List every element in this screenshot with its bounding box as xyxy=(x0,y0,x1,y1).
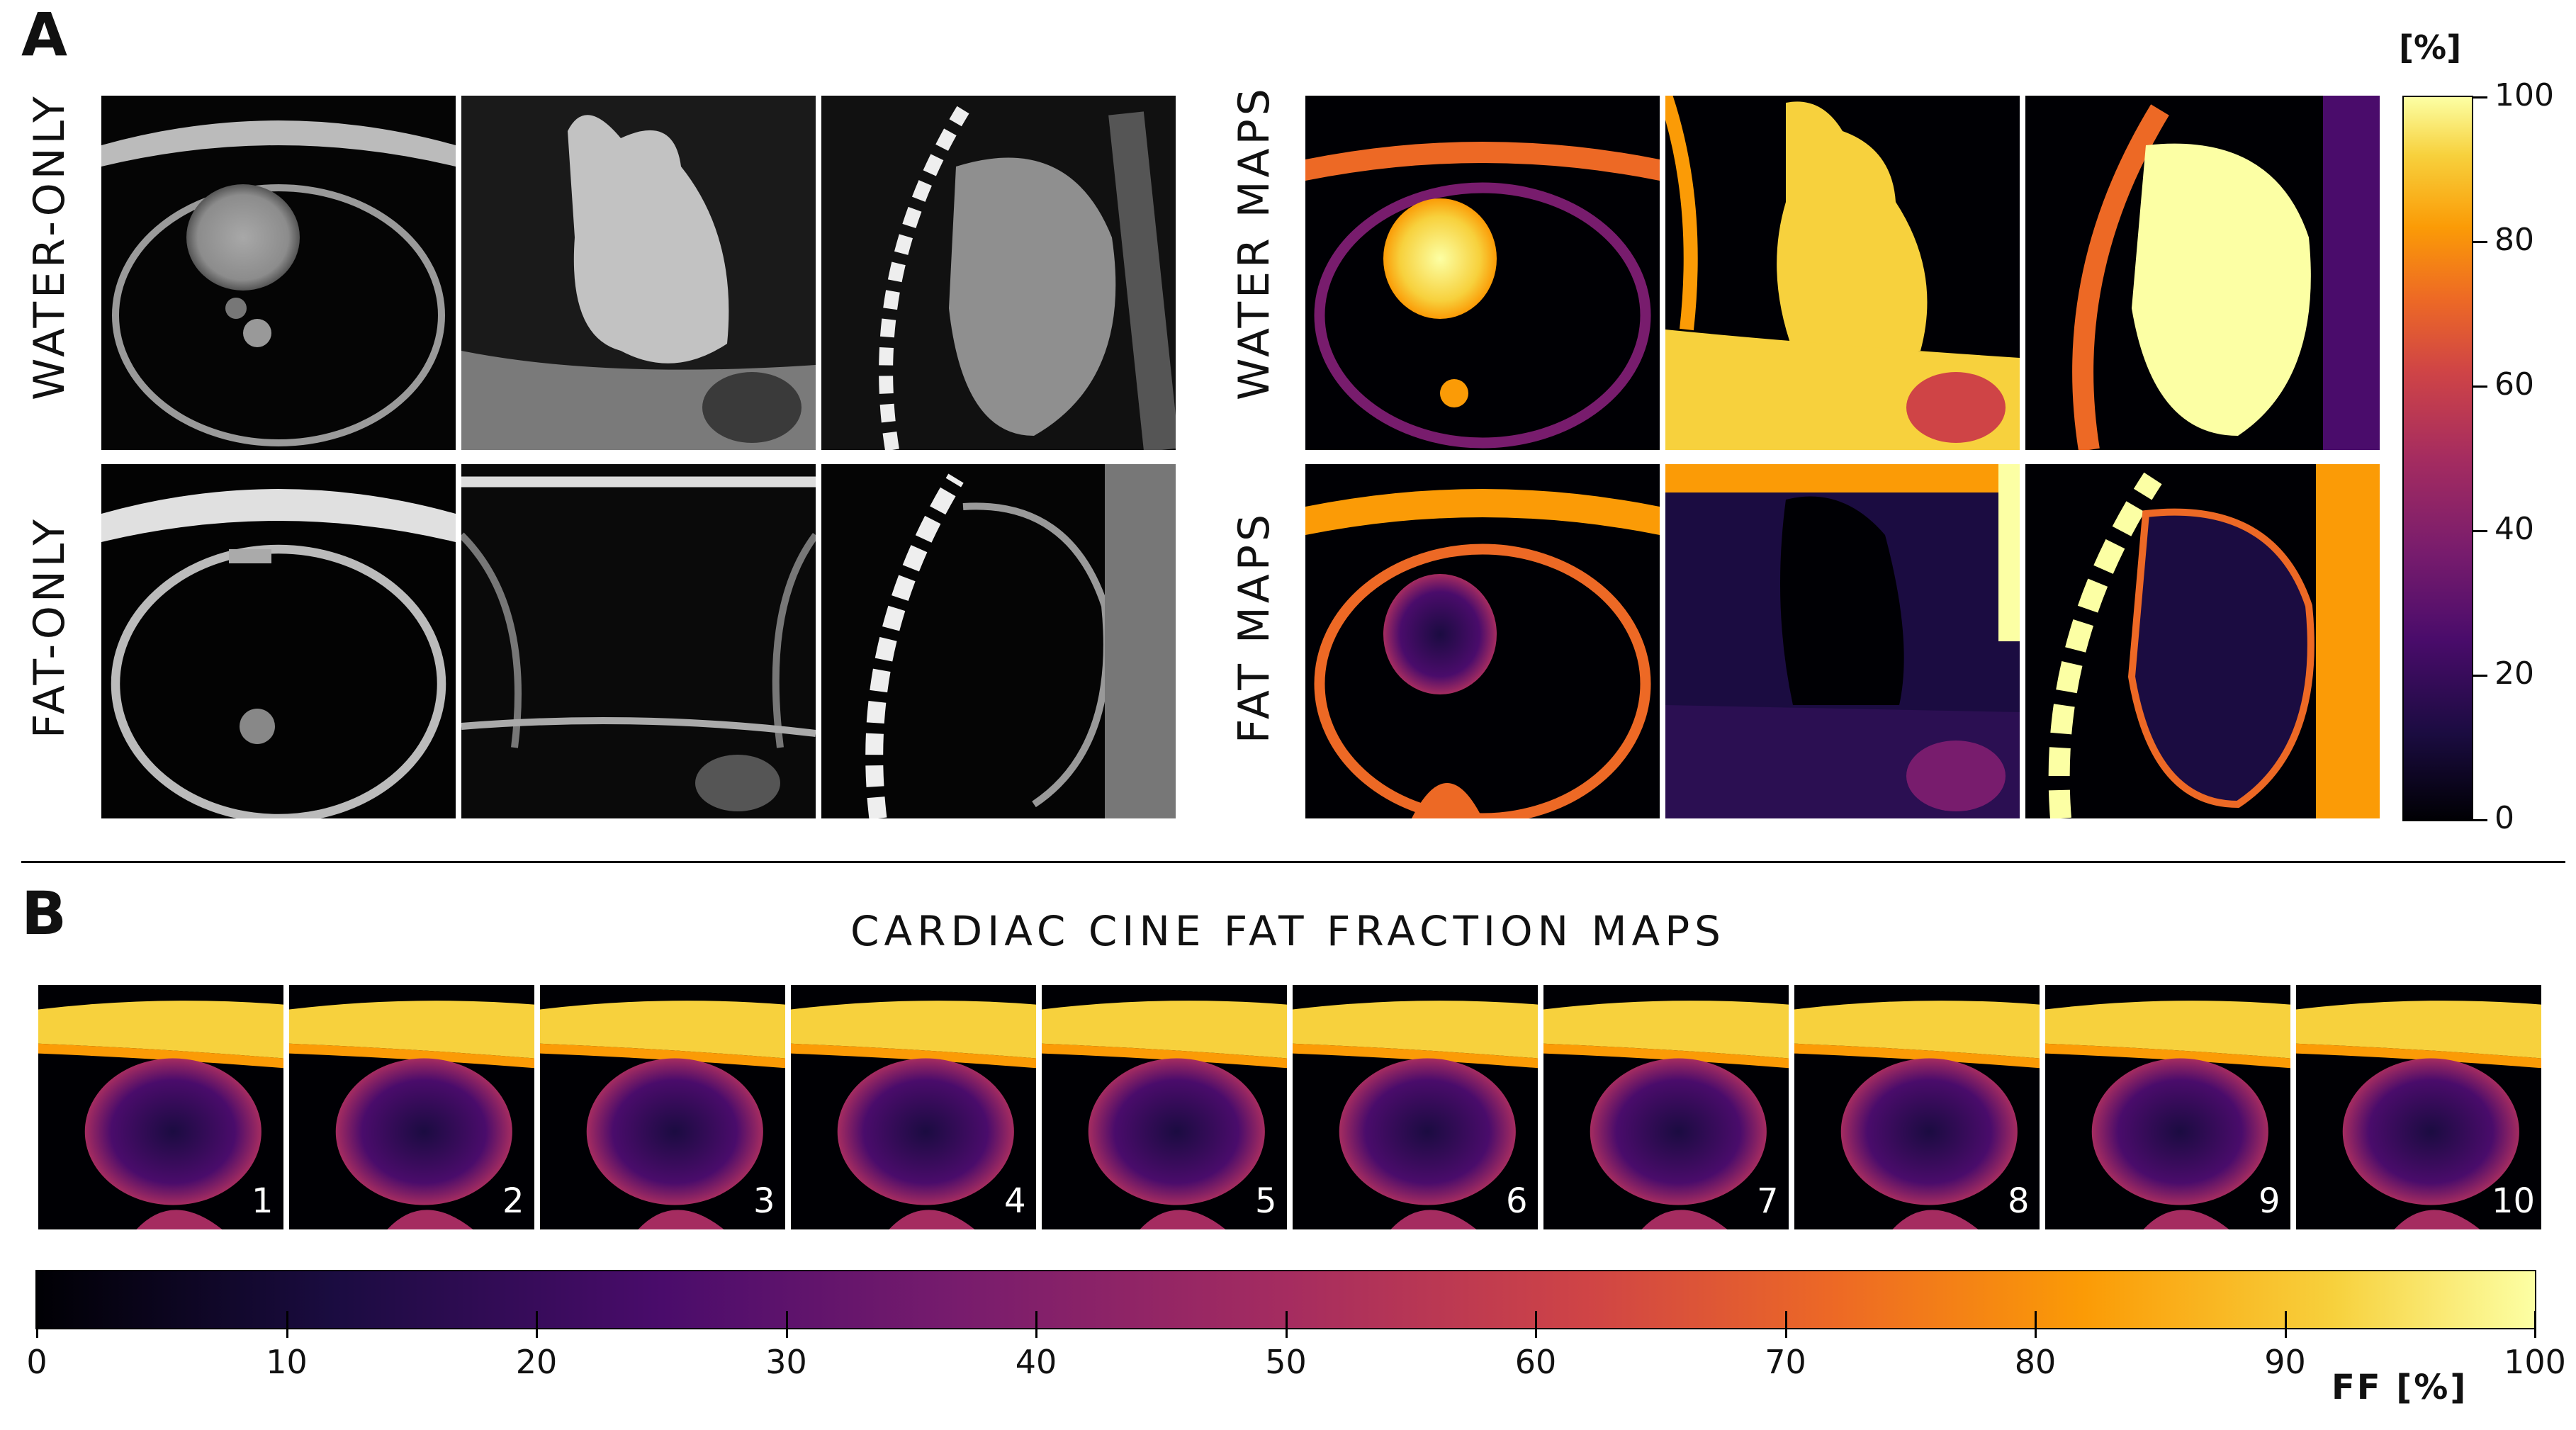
fat-map-axial-image xyxy=(1305,464,1660,818)
ff-unit-label: FF [%] xyxy=(2332,1368,2468,1407)
cine-frame-number: 6 xyxy=(1506,1181,1528,1221)
horizontal-tick-mark xyxy=(2284,1311,2287,1338)
panel-b-title: CARDIAC CINE FAT FRACTION MAPS xyxy=(850,907,1726,955)
fat-map-sagittal-image xyxy=(2025,464,2380,818)
horizontal-tick-label: 30 xyxy=(765,1343,807,1381)
cine-frame-number: 8 xyxy=(2008,1181,2030,1221)
water-map-sagittal-image xyxy=(2025,96,2380,450)
cine-frame-number: 2 xyxy=(502,1181,524,1221)
fat-only-coronal-image xyxy=(461,464,816,818)
panel-divider xyxy=(21,861,2565,863)
cine-frame xyxy=(1042,985,1287,1229)
horizontal-tick-label: 10 xyxy=(266,1343,308,1381)
cine-frame xyxy=(540,985,785,1229)
horizontal-tick-mark xyxy=(785,1311,788,1338)
cine-frame-number: 4 xyxy=(1004,1181,1026,1221)
vertical-tick-label: 20 xyxy=(2495,655,2534,692)
vertical-tick-label: 80 xyxy=(2495,222,2534,258)
cine-frame-number: 5 xyxy=(1255,1181,1277,1221)
fat-only-label: FAT-ONLY xyxy=(25,515,74,739)
vertical-tick-label: 0 xyxy=(2495,800,2514,836)
fat-only-sagittal-image xyxy=(821,464,1176,818)
horizontal-tick-mark xyxy=(1784,1311,1787,1338)
horizontal-tick-mark xyxy=(2534,1311,2536,1338)
panel-a-letter: A xyxy=(21,0,68,69)
horizontal-tick-label: 20 xyxy=(515,1343,558,1381)
vertical-tick-mark xyxy=(2472,385,2487,388)
horizontal-tick-mark xyxy=(1285,1311,1288,1338)
horizontal-tick-label: 80 xyxy=(2014,1343,2057,1381)
cine-frame-number: 10 xyxy=(2492,1181,2536,1221)
cine-frame xyxy=(1293,985,1538,1229)
fat-map-coronal-image xyxy=(1665,464,2020,818)
horizontal-tick-mark xyxy=(36,1311,38,1338)
cine-frame xyxy=(1543,985,1789,1229)
horizontal-tick-mark xyxy=(286,1311,288,1338)
cine-frame-number: 9 xyxy=(2259,1181,2280,1221)
horizontal-tick-mark xyxy=(1535,1311,1537,1338)
vertical-colorbar-unit: [%] xyxy=(2399,28,2462,67)
water-map-coronal-image xyxy=(1665,96,2020,450)
cine-frame-number: 7 xyxy=(1757,1181,1779,1221)
horizontal-tick-label: 50 xyxy=(1265,1343,1307,1381)
vertical-tick-mark xyxy=(2472,819,2487,821)
horizontal-tick-label: 60 xyxy=(1514,1343,1557,1381)
fat-only-axial-image xyxy=(101,464,456,818)
horizontal-tick-label: 0 xyxy=(26,1343,47,1381)
vertical-tick-label: 100 xyxy=(2495,77,2554,113)
horizontal-tick-label: 40 xyxy=(1015,1343,1057,1381)
panel-b-letter: B xyxy=(21,879,67,948)
vertical-tick-mark xyxy=(2472,675,2487,677)
cine-frame-number: 3 xyxy=(753,1181,775,1221)
cine-frame xyxy=(791,985,1036,1229)
vertical-tick-mark xyxy=(2472,241,2487,243)
vertical-tick-label: 40 xyxy=(2495,511,2534,547)
vertical-tick-mark xyxy=(2472,530,2487,532)
cine-frame xyxy=(1794,985,2040,1229)
horizontal-tick-mark xyxy=(2035,1311,2037,1338)
horizontal-tick-label: 70 xyxy=(1765,1343,1806,1381)
fat-maps-label: FAT MAPS xyxy=(1230,510,1279,744)
vertical-tick-mark xyxy=(2472,96,2487,98)
cine-frame xyxy=(2045,985,2290,1229)
water-only-sagittal-image xyxy=(821,96,1176,450)
water-map-axial-image xyxy=(1305,96,1660,450)
cine-frame xyxy=(2296,985,2541,1229)
cine-frame xyxy=(38,985,283,1229)
cine-frame-number: 1 xyxy=(252,1181,274,1221)
water-only-coronal-image xyxy=(461,96,816,450)
water-only-label: WATER-ONLY xyxy=(25,93,74,400)
horizontal-tick-label: 90 xyxy=(2264,1343,2306,1381)
cine-frame xyxy=(289,985,534,1229)
horizontal-tick-label: 100 xyxy=(2504,1343,2566,1381)
horizontal-tick-mark xyxy=(1035,1311,1037,1338)
horizontal-tick-mark xyxy=(536,1311,538,1338)
water-maps-label: WATER MAPS xyxy=(1230,85,1279,400)
water-only-axial-image xyxy=(101,96,456,450)
vertical-colorbar xyxy=(2402,96,2473,821)
vertical-tick-label: 60 xyxy=(2495,366,2534,402)
